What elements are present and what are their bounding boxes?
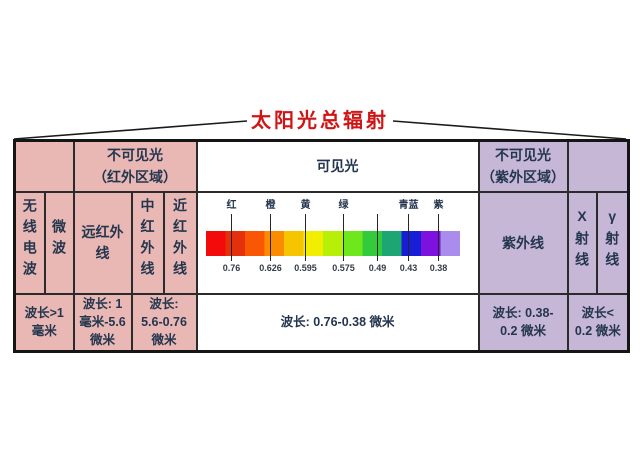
header-infrared-label: 不可见光 （红外区域） [93, 146, 178, 186]
header-ultraviolet: 不可见光 （紫外区域） [477, 139, 569, 193]
spectrum-tick-value: 0.38 [429, 262, 448, 273]
wavelength-visible: 波长: 0.76-0.38 微米 [195, 292, 480, 353]
roof-line-right [392, 120, 627, 140]
spectrum-tick [376, 213, 379, 261]
wavelength-x-gamma: 波长< 0.2 微米 [566, 292, 630, 353]
band-microwave: 微波 [43, 190, 75, 295]
spectrum-tick [437, 213, 440, 261]
band-near-infrared: 近红外线 [162, 190, 198, 295]
header-visible: 可见光 [195, 139, 480, 193]
spectrum-color-label: 青蓝 [398, 199, 419, 211]
spectrum-color-label: 绿 [338, 199, 349, 211]
spectrum-color-label: 紫 [433, 199, 444, 211]
band-ultraviolet: 紫外线 [477, 190, 569, 295]
band-gamma-ray: γ射线 [595, 190, 630, 295]
wavelength-radio-microwave: 波长>1 毫米 [13, 292, 75, 353]
spectrum-color-label: 红 [226, 199, 237, 211]
header-blank-left [13, 139, 75, 193]
bands-row: 无线电波 微波 远红外 线 中红外线 近红外线 红 0.76 橙 0.626 黄 0.59… [13, 190, 630, 295]
spectrum-tick [407, 213, 410, 261]
em-spectrum-table: 不可见光 （红外区域） 可见光 不可见光 （紫外区域） 无线电波 微波 远红外 … [13, 139, 631, 353]
spectrum-tick-value: 0.43 [399, 262, 418, 273]
header-row: 不可见光 （红外区域） 可见光 不可见光 （紫外区域） [13, 139, 630, 193]
spectrum-color-label: 黄 [300, 199, 311, 211]
band-near-infrared-label: 近红外线 [172, 198, 189, 282]
band-mid-infrared: 中红外线 [130, 190, 165, 295]
band-far-infrared: 远红外 线 [72, 190, 133, 295]
spectrum-tick-value: 0.575 [332, 262, 355, 273]
band-x-ray-label: X射线 [574, 207, 591, 273]
spectrum-tick [342, 213, 345, 261]
wavelength-ultraviolet-label: 波长: 0.38- 0.2 微米 [492, 306, 554, 339]
spectrum-tick-value: 0.49 [368, 262, 387, 273]
spectrum-tick-value: 0.76 [222, 262, 241, 273]
header-infrared: 不可见光 （红外区域） [72, 139, 198, 193]
spectrum-color-bar [205, 230, 460, 256]
spectrum-tick [230, 213, 233, 261]
header-blank-right [566, 139, 630, 193]
band-mid-infrared-label: 中红外线 [139, 198, 156, 282]
spectrum-tick-value: 0.595 [294, 262, 317, 273]
header-visible-label: 可见光 [316, 158, 359, 175]
wavelength-visible-label: 波长: 0.76-0.38 微米 [280, 315, 395, 330]
roof-lines [13, 120, 627, 140]
band-gamma-ray-label: γ射线 [604, 207, 621, 273]
diagram-title: 太阳光总辐射 [251, 110, 389, 132]
header-ultraviolet-label: 不可见光 （紫外区域） [481, 146, 566, 186]
spectrum-tick [269, 213, 272, 261]
spectrum-tick-value: 0.626 [259, 262, 282, 273]
band-microwave-label: 微波 [51, 219, 67, 261]
visible-spectrum: 红 0.76 橙 0.626 黄 0.595 绿 0.575 0.49 青蓝 0.43 紫 0.38 [199, 194, 477, 292]
wavelength-far-infrared-label: 波长: 1 毫米-5.6 微米 [79, 297, 126, 348]
roof-line-left [13, 120, 248, 140]
spectrum-color-label: 橙 [265, 199, 276, 211]
spectrum-tick [304, 213, 307, 261]
wavelength-radio-microwave-label: 波长>1 毫米 [24, 306, 64, 339]
band-radio-waves: 无线电波 [13, 190, 46, 295]
wavelength-mid-near-infrared-label: 波长: 5.6-0.76 微米 [141, 297, 187, 348]
wavelength-ultraviolet: 波长: 0.38- 0.2 微米 [477, 292, 569, 353]
band-far-infrared-label: 远红外 线 [81, 223, 124, 261]
wavelength-mid-near-infrared: 波长: 5.6-0.76 微米 [130, 292, 198, 353]
visible-spectrum-cell: 红 0.76 橙 0.626 黄 0.595 绿 0.575 0.49 青蓝 0.43 紫 0.38 [195, 190, 480, 295]
wavelength-row: 波长>1 毫米 波长: 1 毫米-5.6 微米 波长: 5.6-0.76 微米 … [13, 292, 630, 353]
wavelength-far-infrared: 波长: 1 毫米-5.6 微米 [72, 292, 133, 353]
band-radio-waves-label: 无线电波 [21, 198, 38, 282]
wavelength-x-gamma-label: 波长< 0.2 微米 [574, 306, 621, 339]
band-x-ray: X射线 [566, 190, 598, 295]
band-ultraviolet-label: 紫外线 [502, 234, 545, 251]
